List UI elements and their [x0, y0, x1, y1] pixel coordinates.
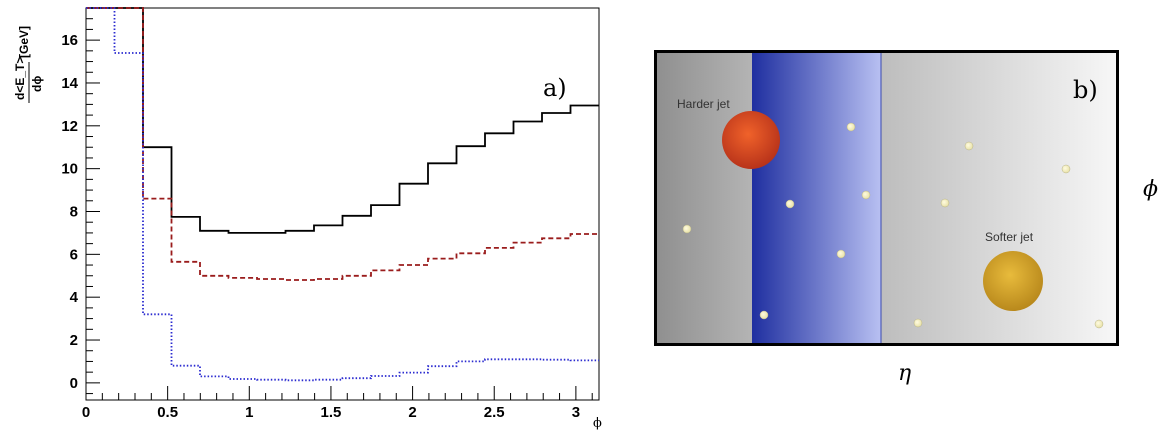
series-line-1 [86, 7, 599, 234]
x-tick-label: 0 [82, 404, 90, 421]
x-tick-label: 2.5 [484, 404, 505, 421]
y-tick-label: 4 [70, 289, 79, 306]
particle [1094, 319, 1104, 329]
central-band [752, 52, 881, 344]
chart-a: 0 2 4 6 8 10 12 14 16 0 0.5 1 1.5 2 2.5 3 a) ϕ d<E_T> … [13, 7, 602, 431]
particle [913, 318, 923, 328]
x-tick-label: 0.5 [157, 404, 178, 421]
harder-jet-label: Harder jet [677, 97, 730, 111]
softer-jet-label: Softer jet [985, 230, 1034, 244]
particle [785, 199, 795, 209]
particle [964, 141, 974, 151]
particle [759, 310, 769, 320]
particles [682, 122, 1104, 329]
eta-axis-label: η [898, 361, 911, 386]
y-tick-label: 2 [70, 332, 78, 349]
plot-frame [85, 7, 600, 401]
softer-jet [983, 251, 1043, 311]
x-axis: 0 0.5 1 1.5 2 2.5 3 [82, 386, 593, 421]
y-tick-label: 6 [70, 246, 78, 263]
y-tick-label: 16 [61, 32, 78, 49]
region-left [656, 52, 752, 344]
series-group [86, 7, 599, 382]
y-tick-label: 0 [70, 375, 78, 392]
y-label-denominator: dϕ [30, 76, 44, 92]
y-tick-label: 14 [61, 75, 78, 92]
particle [940, 198, 950, 208]
x-tick-label: 3 [572, 404, 580, 421]
series-line-3 [86, 7, 599, 382]
particle [1061, 164, 1071, 174]
y-tick-label: 8 [70, 203, 78, 220]
diagram-frame [654, 50, 1119, 346]
x-tick-label: 2 [408, 404, 416, 421]
y-label-unit: [GeV] [17, 26, 31, 58]
particle [846, 122, 856, 132]
x-tick-label: 1 [245, 404, 253, 421]
y-axis: 0 2 4 6 8 10 12 14 16 [61, 7, 100, 395]
y-tick-label: 12 [61, 118, 78, 135]
x-tick-label: 1.5 [321, 404, 342, 421]
particle [682, 224, 692, 234]
y-tick-label: 10 [61, 161, 78, 178]
phi-axis-label: ϕ [1143, 177, 1158, 202]
diagram-b: Harder jet Softer jet b) η ϕ [654, 50, 1158, 386]
panel-label-a: a) [543, 74, 567, 102]
harder-jet [722, 111, 780, 169]
y-axis-label: d<E_T> dϕ [GeV] [13, 26, 44, 103]
panel-label-b: b) [1073, 76, 1098, 104]
particle [836, 249, 846, 259]
x-axis-label: ϕ [593, 416, 602, 431]
y-label-numerator: d<E_T> [13, 57, 27, 100]
particle [861, 190, 871, 200]
series-line-2 [86, 7, 599, 281]
